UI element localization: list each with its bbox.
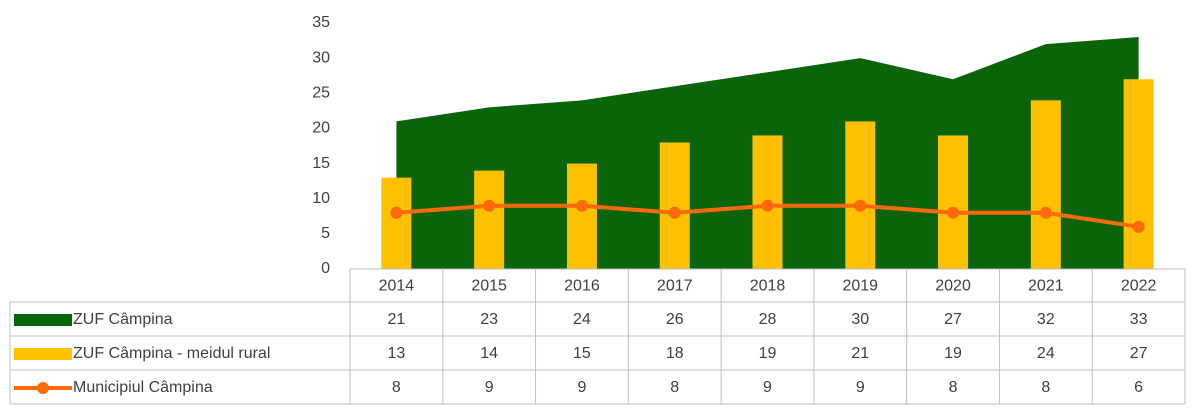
legend-label: Municipiul Câmpina bbox=[73, 379, 213, 396]
legend-key bbox=[37, 382, 49, 394]
table-value: 13 bbox=[387, 345, 405, 362]
marker bbox=[854, 199, 867, 212]
marker bbox=[1039, 206, 1052, 219]
bar bbox=[845, 121, 876, 270]
table-value: 24 bbox=[573, 311, 591, 328]
table-value: 8 bbox=[949, 379, 958, 396]
table-value: 21 bbox=[851, 345, 869, 362]
x-tick-label: 2015 bbox=[471, 278, 507, 295]
table-value: 6 bbox=[1134, 379, 1143, 396]
legend-label: ZUF Câmpina - meidul rural bbox=[73, 345, 270, 362]
bar bbox=[566, 163, 597, 269]
marker bbox=[761, 199, 774, 212]
table-value: 9 bbox=[485, 379, 494, 396]
table-value: 8 bbox=[670, 379, 679, 396]
marker bbox=[390, 206, 403, 219]
bar bbox=[1123, 79, 1154, 269]
bar bbox=[381, 177, 412, 269]
table-value: 32 bbox=[1037, 311, 1055, 328]
table-value: 24 bbox=[1037, 345, 1055, 362]
x-tick-label: 2022 bbox=[1121, 278, 1157, 295]
table-value: 27 bbox=[944, 311, 962, 328]
marker bbox=[1132, 220, 1145, 233]
y-tick-label: 25 bbox=[312, 85, 330, 102]
table-value: 14 bbox=[480, 345, 498, 362]
table-value: 9 bbox=[577, 379, 586, 396]
table-value: 19 bbox=[944, 345, 962, 362]
table-value: 18 bbox=[666, 345, 684, 362]
table-value: 8 bbox=[1041, 379, 1050, 396]
marker bbox=[947, 206, 960, 219]
x-tick-label: 2021 bbox=[1028, 278, 1064, 295]
y-tick-label: 10 bbox=[312, 190, 330, 207]
table-value: 23 bbox=[480, 311, 498, 328]
table-value: 27 bbox=[1130, 345, 1148, 362]
marker bbox=[483, 199, 496, 212]
y-tick-label: 20 bbox=[312, 120, 330, 137]
x-tick-label: 2014 bbox=[379, 278, 415, 295]
bar bbox=[659, 142, 690, 269]
table-value: 26 bbox=[666, 311, 684, 328]
table-value: 30 bbox=[851, 311, 869, 328]
y-tick-label: 0 bbox=[321, 260, 330, 277]
table-value: 21 bbox=[387, 311, 405, 328]
x-tick-label: 2017 bbox=[657, 278, 693, 295]
table-value: 9 bbox=[763, 379, 772, 396]
y-tick-label: 35 bbox=[312, 14, 330, 31]
x-tick-label: 2019 bbox=[842, 278, 878, 295]
y-tick-label: 30 bbox=[312, 49, 330, 66]
table-value: 19 bbox=[759, 345, 777, 362]
marker bbox=[575, 199, 588, 212]
marker bbox=[668, 206, 681, 219]
legend-label: ZUF Câmpina bbox=[73, 311, 173, 328]
table-value: 28 bbox=[759, 311, 777, 328]
x-tick-label: 2018 bbox=[750, 278, 786, 295]
y-tick-label: 15 bbox=[312, 155, 330, 172]
x-tick-label: 2016 bbox=[564, 278, 600, 295]
legend-key bbox=[14, 314, 72, 326]
x-tick-label: 2020 bbox=[935, 278, 971, 295]
table-value: 9 bbox=[856, 379, 865, 396]
bar bbox=[938, 135, 969, 269]
bar bbox=[474, 170, 505, 269]
table-value: 8 bbox=[392, 379, 401, 396]
table-value: 15 bbox=[573, 345, 591, 362]
table-value: 33 bbox=[1130, 311, 1148, 328]
legend-key bbox=[14, 348, 72, 360]
y-tick-label: 5 bbox=[321, 225, 330, 242]
bar bbox=[1030, 100, 1061, 269]
